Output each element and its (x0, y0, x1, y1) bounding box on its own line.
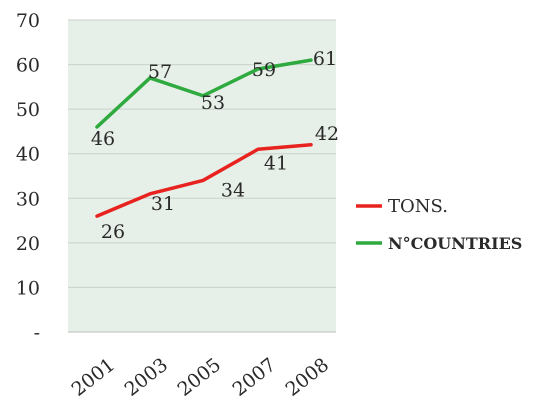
y-tick-label: 70 (16, 10, 40, 32)
y-tick-label: 50 (16, 99, 40, 121)
x-tick-label: 2007 (228, 354, 280, 398)
y-tick-label: 60 (16, 55, 40, 77)
data-label: 26 (101, 221, 125, 243)
data-label: 61 (313, 48, 337, 70)
data-label: 46 (91, 128, 115, 150)
x-tick-label: 2001 (67, 354, 119, 398)
legend-label-countries: N°COUNTRIES (388, 234, 522, 253)
data-label: 41 (264, 152, 288, 174)
y-tick-label: 40 (16, 144, 40, 166)
legend: TONS. N°COUNTRIES (356, 196, 522, 253)
grid-lines (68, 19, 336, 333)
series-lines (95, 58, 313, 218)
x-axis-ticks: 2001 2003 2005 2007 2008 (67, 354, 333, 398)
y-tick-label: 30 (16, 188, 40, 210)
y-tick-label: - (34, 322, 40, 344)
y-tick-label: 10 (16, 277, 40, 299)
series-line-countries (95, 58, 313, 129)
data-label: 59 (252, 59, 276, 81)
series-line-tons (95, 143, 313, 218)
x-tick-label: 2005 (173, 354, 225, 398)
data-label: 31 (151, 193, 175, 215)
data-label: 57 (148, 61, 172, 83)
legend-label-tons: TONS. (388, 196, 448, 217)
data-labels: 26 31 34 41 42 46 57 53 59 61 (91, 48, 339, 243)
plot-area (68, 20, 336, 332)
data-label: 34 (221, 179, 245, 201)
y-tick-label: 20 (16, 233, 40, 255)
x-tick-label: 2008 (281, 354, 333, 398)
data-label: 53 (201, 92, 225, 114)
data-label: 42 (315, 123, 339, 145)
y-axis-ticks: - 10 20 30 40 50 60 70 (16, 10, 40, 344)
x-tick-label: 2003 (120, 354, 172, 398)
